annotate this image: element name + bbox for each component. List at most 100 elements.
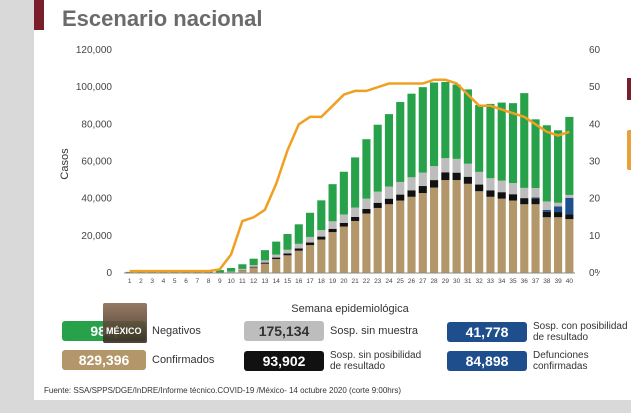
bar-segment [565,194,574,198]
bar-segment [384,186,394,199]
logo-text: MÉXICO [106,326,142,336]
bar-segment [317,200,326,231]
bar-segment [497,180,506,193]
x-tick-label: 18 [318,278,326,285]
x-tick-label: 19 [329,278,337,285]
bar-segment [463,176,472,184]
y-tick-label: 120,000 [76,45,113,56]
bar-segment [430,187,439,273]
y-tick-label: 20,000 [81,231,112,242]
bar-segment [249,265,258,267]
stat-confirmados-value: 829,396 [62,350,146,370]
bar-segment [441,158,450,173]
bar-segment [407,177,416,191]
bar-segment [339,171,348,215]
page-title: Escenario nacional [62,6,263,31]
bar-segment [272,257,281,260]
bar-segment [486,178,495,191]
x-tick-label: 5 [173,278,177,285]
bar-segment [531,119,540,189]
x-tick-label: 40 [566,278,574,285]
bar-segment [497,192,506,199]
x-tick-label: 7 [195,278,199,285]
bar-segment [441,180,450,273]
stat-con-posibilidad: 41,778 Sosp. con posibilidad de resultad… [447,321,631,343]
bar-segment [260,262,269,264]
bar-segment [317,230,326,237]
bar-segment [351,157,360,208]
bar-segment [565,116,574,195]
bar-segment [260,263,269,273]
x-tick-label: 16 [295,278,303,285]
bar-segment [452,158,461,173]
bar-segment [294,243,303,249]
bar-segment [486,190,495,197]
bar-segment [238,268,247,270]
y2-tick-label: 30% [589,157,600,168]
bar-segment [249,258,258,266]
bar-segment [260,250,269,261]
bar-segment [554,206,563,213]
x-tick-label: 34 [498,278,506,285]
bar-segment [463,89,472,164]
bar-segment [272,254,281,258]
bar-segment [542,209,551,212]
y2-axis: 0% 10% 20% 30% 40% 50% 60% [589,45,600,279]
bar-segment [554,212,563,218]
bar-segment [339,222,348,227]
stat-con-posibilidad-label: Sosp. con posibilidad de resultado [533,321,628,343]
x-tick-label: 15 [284,278,292,285]
bar-segment [396,194,405,201]
bar-segment [475,184,484,192]
bar-segment [373,124,382,192]
bar-segment [373,207,382,273]
bar-segment [249,266,258,268]
stat-sin-muestra-label: Sosp. sin muestra [330,324,419,337]
bar-segment [475,105,484,172]
bar-segment [294,224,303,244]
bar-segment [452,84,461,159]
bar-segment [283,233,292,250]
x-tick-label: 13 [261,278,269,285]
x-tick-label: 36 [521,278,529,285]
y2-tick-label: 10% [589,231,600,242]
bar-segment [407,190,416,197]
bar-segment [339,226,348,273]
bar-segment [418,186,427,194]
x-tick-label: 21 [352,278,360,285]
y-tick-label: 60,000 [81,157,112,168]
bar-segment [430,82,439,167]
bar-segment [238,270,247,273]
left-frame [0,0,34,413]
bar-segment [373,202,382,208]
bar-segment [362,213,371,273]
stat-con-posibilidad-value: 41,778 [447,322,527,342]
x-tick-label: 26 [408,278,416,285]
bar-segment [475,191,484,273]
x-tick-label: 27 [419,278,427,285]
bar-segment [486,196,495,273]
x-tick-label: 32 [476,278,484,285]
bar-segment [441,81,450,159]
positivity-line [129,78,570,273]
x-tick-label: 37 [532,278,540,285]
gobierno-logo [103,303,147,343]
y2-tick-label: 40% [589,119,600,130]
x-tick-label: 3 [150,278,154,285]
x-tick-label: 28 [430,278,438,285]
x-tick-label: 17 [306,278,314,285]
bar-segment [328,228,337,233]
bar-segment [384,204,394,273]
right-accent-orange [627,130,631,170]
bar-segment [452,180,461,273]
stat-defunciones-value: 84,898 [447,351,527,371]
bar-segment [554,202,563,207]
source-note: Fuente: SSA/SPPS/DGE/InDRE/Informe técni… [44,386,402,395]
x-tick-label: 38 [543,278,551,285]
x-tick-label: 30 [453,278,461,285]
bar-segment [418,87,427,173]
x-tick-label: 1 [128,278,132,285]
bar-segment [486,103,495,179]
bar-segment [351,220,360,273]
bar-segment [305,236,315,243]
